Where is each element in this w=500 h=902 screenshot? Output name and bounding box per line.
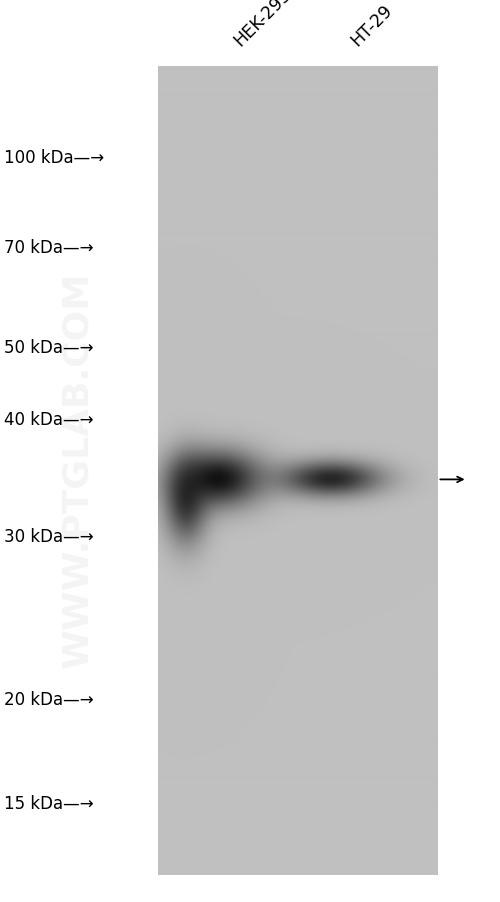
Text: 15 kDa—→: 15 kDa—→ — [4, 794, 94, 812]
Text: HT-29: HT-29 — [348, 1, 396, 50]
Bar — [158, 68, 438, 875]
Text: 100 kDa—→: 100 kDa—→ — [4, 149, 104, 167]
Text: 30 kDa—→: 30 kDa—→ — [4, 528, 94, 546]
Text: HEK-293: HEK-293 — [230, 0, 294, 50]
Text: 20 kDa—→: 20 kDa—→ — [4, 690, 94, 708]
Text: 40 kDa—→: 40 kDa—→ — [4, 410, 94, 428]
Text: 50 kDa—→: 50 kDa—→ — [4, 338, 94, 356]
Text: 70 kDa—→: 70 kDa—→ — [4, 239, 94, 257]
Text: WWW.PTGLAB.COM: WWW.PTGLAB.COM — [60, 272, 94, 667]
